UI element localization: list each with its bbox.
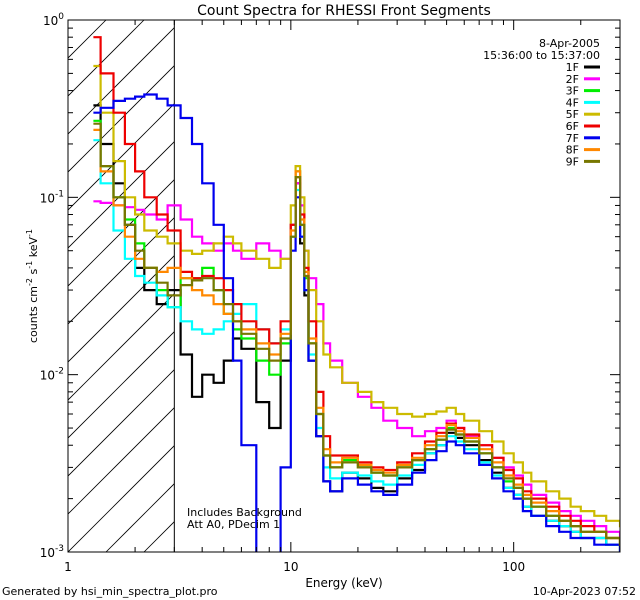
hatch-line: [68, 27, 175, 135]
y-tick-label: 10-2: [40, 367, 64, 383]
legend-label-5F: 5F: [566, 108, 579, 121]
x-axis-label: Energy (keV): [305, 576, 382, 590]
hatch-line: [68, 65, 175, 173]
x-tick-label: 100: [502, 560, 525, 574]
legend-label-7F: 7F: [566, 132, 579, 145]
observation-time-range: 15:36:00 to 15:37:00: [483, 49, 600, 62]
generated-by-footer: Generated by hsi_min_spectra_plot.pro: [2, 585, 218, 598]
series-4F-line: [93, 139, 620, 552]
series-2F-line: [93, 182, 620, 540]
y-axis-label: counts cm-2 s-1 keV-1: [25, 229, 40, 343]
observation-date: 8-Apr-2005: [539, 37, 600, 50]
legend-label-4F: 4F: [566, 96, 579, 109]
timestamp-footer: 10-Apr-2023 07:52: [533, 585, 636, 598]
x-tick-label: 10: [283, 560, 298, 574]
axis-ticks: [67, 19, 621, 553]
y-tick-labels: 100 10-1 10-2 10-3: [40, 12, 65, 560]
y-tick-label: 10-1: [40, 189, 64, 205]
legend-label-9F: 9F: [566, 155, 579, 168]
attenuator-annotation: Att A0, PDecim 1: [187, 518, 280, 531]
chart-title: Count Spectra for RHESSI Front Segments: [197, 3, 491, 19]
y-tick-label: 100: [43, 12, 64, 28]
legend-label-6F: 6F: [566, 120, 579, 133]
x-tick-labels: 1 10 100: [64, 560, 525, 574]
series-7F-line: [93, 93, 620, 552]
series-5F-line: [93, 64, 620, 528]
legend-label-2F: 2F: [566, 73, 579, 86]
attenuator-hatch-region: [68, 20, 175, 552]
background-annotation: Includes Background: [187, 506, 302, 519]
hatch-line: [68, 369, 175, 477]
series-9F-line: [93, 122, 620, 546]
plot-frame: [67, 19, 621, 553]
hatch-line: [68, 103, 175, 211]
x-tick-label: 1: [64, 560, 72, 574]
legend-label-1F: 1F: [566, 61, 579, 74]
hatch-line: [68, 407, 175, 515]
hatch-line: [68, 445, 175, 552]
spectra-series-group: [93, 36, 620, 552]
hatch-line: [68, 20, 107, 59]
legend-label-3F: 3F: [566, 85, 579, 98]
hatch-line: [68, 217, 175, 325]
y-tick-label: 10-3: [40, 544, 64, 560]
legend-label-8F: 8F: [566, 144, 579, 157]
series-6F-line: [93, 36, 620, 546]
